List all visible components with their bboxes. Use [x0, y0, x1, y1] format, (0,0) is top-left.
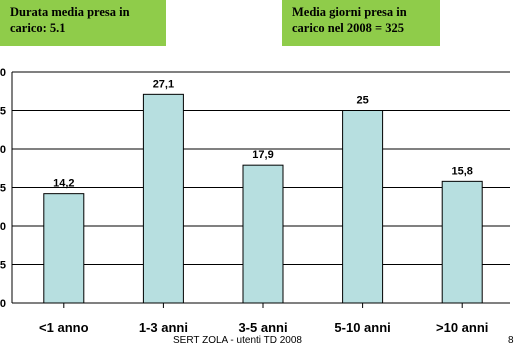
- data-label: 17,9: [252, 149, 273, 161]
- bar: [43, 193, 85, 304]
- avg-duration-box: Durata media presa in carico: 5.1: [0, 0, 166, 46]
- bar: [342, 110, 384, 304]
- bar: [441, 180, 483, 304]
- x-tick-label: 5-10 anni: [334, 320, 390, 335]
- x-tick-label: 1-3 anni: [139, 320, 188, 335]
- data-label: 14,2: [53, 178, 74, 190]
- x-tick-label: >10 anni: [436, 320, 488, 335]
- y-tick-label: 0: [0, 144, 6, 156]
- avg-days-text: Media giorni presa in carico nel 2008 = …: [292, 5, 407, 35]
- y-tick-label: 5: [0, 106, 6, 118]
- y-tick-label: 5: [0, 183, 6, 195]
- y-tick-label: 0: [0, 298, 6, 310]
- avg-days-box: Media giorni presa in carico nel 2008 = …: [282, 0, 440, 46]
- footer-caption: SERT ZOLA - utenti TD 2008: [173, 335, 302, 346]
- x-tick-label: 3-5 anni: [238, 320, 287, 335]
- y-tick-label: 0: [0, 221, 6, 233]
- data-label: 25: [356, 95, 368, 107]
- bar: [242, 164, 284, 304]
- x-tick-label: <1 anno: [39, 320, 89, 335]
- y-tick-label: 5: [0, 260, 6, 272]
- bar: [142, 93, 184, 304]
- data-label: 27,1: [153, 78, 174, 90]
- avg-duration-text: Durata media presa in carico: 5.1: [10, 5, 130, 35]
- page-number: 8: [508, 335, 514, 346]
- data-label: 15,8: [451, 165, 472, 177]
- y-tick-label: 0: [0, 67, 6, 79]
